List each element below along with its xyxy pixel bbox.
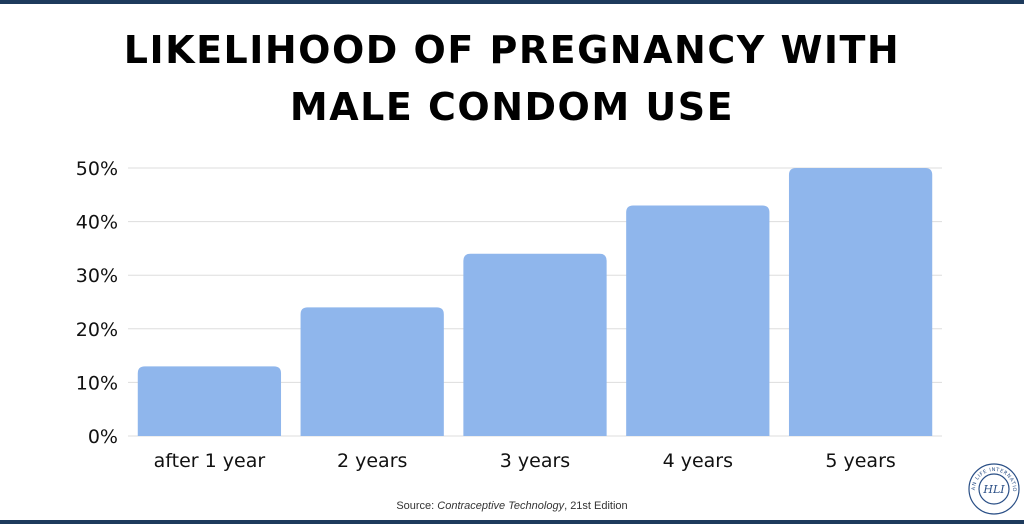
chart-title: LIKELIHOOD OF PREGNANCY WITH MALE CONDOM… [123, 28, 901, 129]
y-tick-label: 40% [76, 212, 118, 234]
bar [463, 253, 607, 436]
y-tick-label: 30% [76, 265, 118, 287]
bars [137, 168, 933, 436]
y-axis-ticks: 0% 10% 20% 30% 40% 50% [76, 158, 118, 448]
x-tick-label: 5 years [825, 450, 895, 472]
x-tick-label: after 1 year [154, 450, 266, 472]
bar [788, 168, 933, 436]
y-tick-label: 0% [88, 426, 118, 448]
source-suffix: , 21st Edition [564, 500, 628, 512]
source-citation: Source: Contraceptive Technology, 21st E… [0, 500, 1024, 512]
top-border [0, 0, 1024, 4]
x-tick-label: 2 years [337, 450, 407, 472]
y-tick-label: 20% [76, 319, 118, 341]
x-axis-ticks: after 1 year 2 years 3 years 4 years 5 years [154, 450, 896, 472]
source-prefix: Source: [396, 500, 438, 512]
bar-chart: 0% 10% 20% 30% 40% 50% after 1 year 2 years 3 y… [76, 158, 942, 472]
bottom-border [0, 520, 1024, 524]
logo-outer-ring [968, 463, 1020, 515]
source-title: Contraceptive Technology [437, 500, 565, 512]
bar [626, 205, 770, 436]
x-tick-label: 4 years [663, 450, 733, 472]
bar [300, 307, 444, 436]
y-tick-label: 50% [76, 158, 118, 180]
logo-monogram: HLI [982, 483, 1005, 496]
logo-inner-ring [978, 473, 1010, 505]
y-tick-label: 10% [76, 372, 118, 394]
hli-seal-icon: HUMAN LIFE INTERNATIONAL HLI [966, 460, 1020, 515]
x-tick-label: 3 years [500, 450, 570, 472]
bar [137, 366, 282, 436]
